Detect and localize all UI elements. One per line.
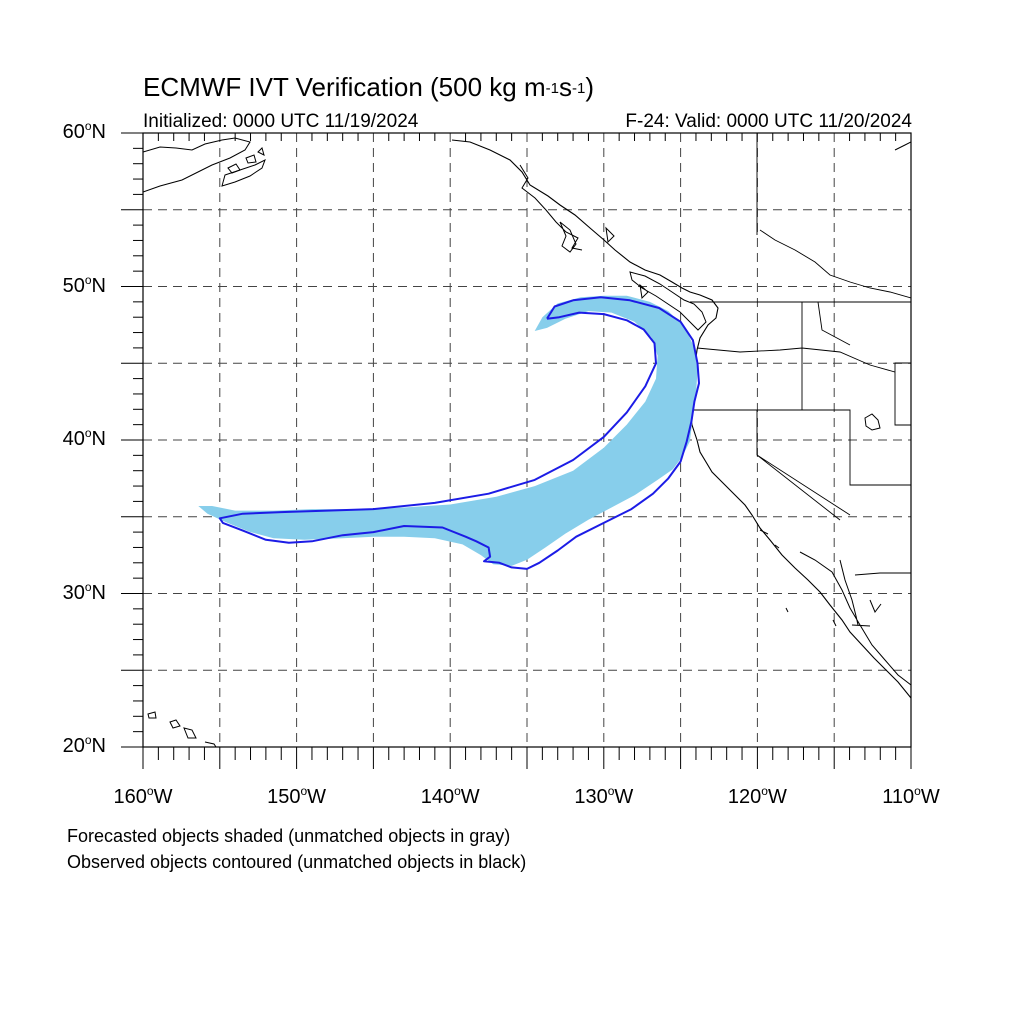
baja-california — [799, 551, 911, 686]
lat-label: 60oN — [62, 119, 106, 143]
lat-label: 50oN — [62, 272, 106, 297]
alaska-coastline — [143, 137, 911, 193]
lon-label: 160oW — [113, 784, 173, 808]
lat-label: 30oN — [62, 579, 106, 604]
forecast-ivt-object — [198, 295, 698, 566]
lon-label: 150oW — [267, 784, 327, 808]
lat-label: 40oN — [62, 426, 106, 450]
lon-label: 120oW — [727, 784, 787, 808]
observed-ivt-contour — [218, 296, 700, 570]
axis-ticks — [121, 132, 912, 769]
forecast-legend-note: Forecasted objects shaded (unmatched obj… — [67, 826, 511, 846]
lat-label: 20oN — [62, 733, 106, 757]
canada-interior-outline — [756, 133, 911, 299]
valid-time: F-24: Valid: 0000 UTC 11/20/2024 — [625, 111, 912, 132]
great-salt-lake — [864, 413, 881, 431]
graticule-grid — [143, 133, 911, 747]
aleutian-islands — [227, 147, 265, 174]
state-borders — [692, 301, 911, 521]
bc-islands-outline — [519, 164, 707, 331]
hawaii-islands — [147, 711, 217, 747]
lon-label: 130oW — [574, 784, 634, 808]
lon-label: 110oW — [882, 784, 940, 808]
observed-legend-note: Observed objects contoured (unmatched ob… — [67, 852, 527, 872]
initialized-time: Initialized: 0000 UTC 11/19/2024 — [143, 111, 419, 132]
chart-title: ECMWF IVT Verification (500 kg m-1s-1) — [143, 72, 594, 102]
channel-islands — [759, 529, 837, 627]
lon-label: 140oW — [420, 784, 480, 808]
